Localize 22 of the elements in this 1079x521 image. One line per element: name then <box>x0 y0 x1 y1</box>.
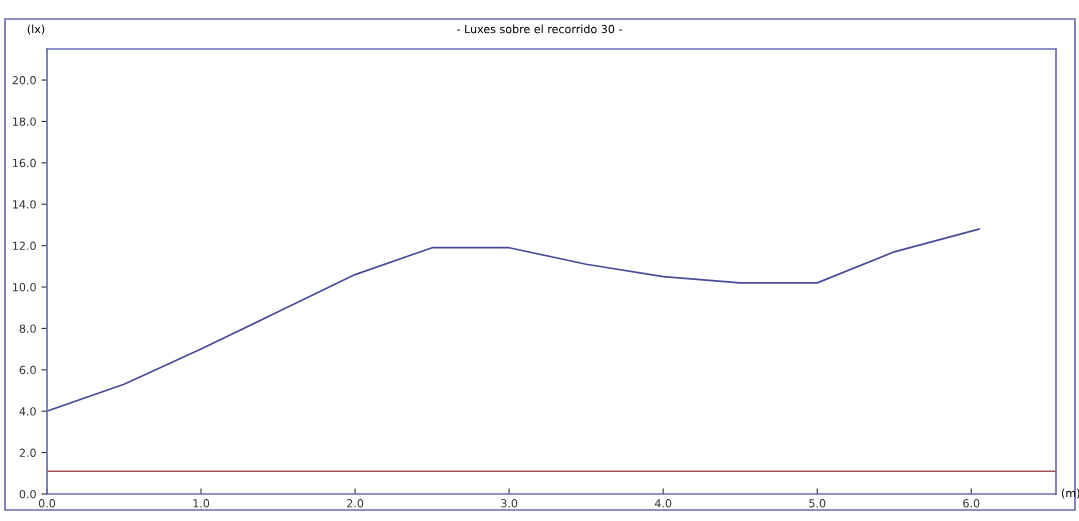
y-tick-label: 0.0 <box>19 489 36 499</box>
y-tick-label: 20.0 <box>12 76 36 85</box>
y-tick-label: 18.0 <box>13 117 36 126</box>
x-tick-label: 0.0 <box>38 499 56 508</box>
y-tick-label: 10.0 <box>13 283 36 292</box>
y-tick-label: 2.0 <box>19 448 36 457</box>
x-tick-label: 4.0 <box>654 499 672 508</box>
y-tick-label: 8.0 <box>19 324 36 333</box>
y-tick-label: 14.0 <box>13 200 36 209</box>
x-tick-label: 5.0 <box>809 499 826 508</box>
x-tick-label: 6.0 <box>963 499 980 508</box>
y-tick-label: 16.0 <box>13 158 36 168</box>
chart-title: - Luxes sobre el recorrido 30 - <box>457 24 622 34</box>
x-tick-label: 3.0 <box>501 499 518 508</box>
y-tick-label: 6.0 <box>19 365 36 375</box>
x-tick-label: 1.0 <box>193 499 210 508</box>
y-tick-label: 12.0 <box>13 241 36 251</box>
line-series <box>47 228 980 413</box>
x-axis-title: (m) <box>1061 488 1079 499</box>
x-tick-label: 2.0 <box>347 499 364 508</box>
y-tick-label: 4.0 <box>19 407 36 416</box>
y-axis-title: (lx) <box>27 24 45 35</box>
